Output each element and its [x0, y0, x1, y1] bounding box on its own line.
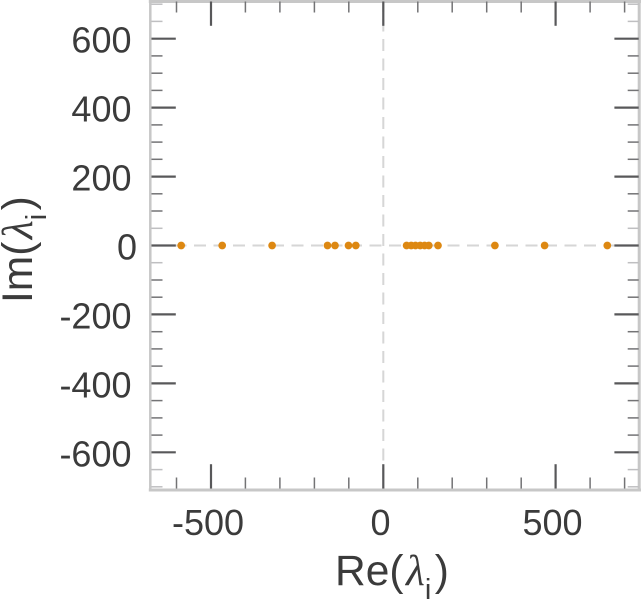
svg-text:Im(λi): Im(λi): [0, 196, 53, 303]
svg-text:500: 500: [522, 502, 582, 543]
svg-text:600: 600: [71, 20, 131, 61]
svg-text:-400: -400: [59, 364, 131, 405]
svg-text:400: 400: [71, 89, 131, 130]
svg-text:-200: -200: [59, 295, 131, 336]
svg-text:-600: -600: [59, 433, 131, 474]
svg-text:Re(λi): Re(λi): [335, 547, 449, 600]
svg-text:-500: -500: [172, 502, 244, 543]
svg-text:200: 200: [71, 158, 131, 199]
svg-text:0: 0: [370, 502, 390, 543]
svg-text:0: 0: [117, 227, 137, 268]
